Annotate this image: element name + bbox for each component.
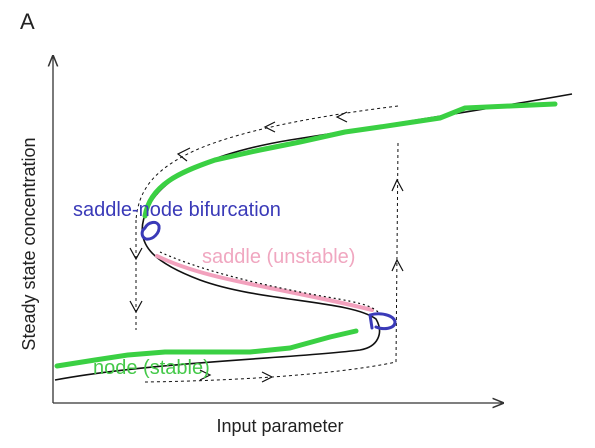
arrow-up-2 — [391, 178, 404, 192]
saddle-unstable-label: saddle (unstable) — [202, 246, 355, 268]
arrow-left-upper-1 — [335, 111, 348, 123]
saddle-node-bifurcation-label: saddle-node bifurcation — [73, 199, 281, 221]
x-axis-label: Input parameter — [216, 416, 343, 436]
lower-forward-path — [144, 361, 397, 383]
saddle-dotted-overlay — [159, 251, 379, 313]
bifurcation-marker-upper — [140, 220, 161, 241]
loop-arrows — [129, 111, 404, 383]
panel-label: A — [20, 9, 35, 34]
arrow-left-upper-3 — [176, 147, 191, 162]
stable-lower-branch — [54, 328, 359, 369]
jump-up-path — [395, 142, 399, 363]
upper-return-path — [135, 105, 399, 221]
bifurcation-marker-lower — [368, 312, 397, 331]
arrow-down-1 — [129, 247, 143, 261]
arrow-right-lower-1 — [199, 369, 212, 381]
axes — [53, 56, 503, 403]
arrow-up-1 — [391, 258, 404, 272]
node-stable-label: node (stable) — [93, 357, 210, 379]
y-axis-label: Steady state concentration — [19, 137, 39, 350]
arrow-right-lower-2 — [261, 371, 274, 383]
saddle-unstable-branch — [155, 254, 374, 312]
arrow-left-upper-2 — [263, 121, 276, 133]
stable-upper-branch — [142, 101, 558, 219]
arrow-down-2 — [129, 300, 143, 314]
